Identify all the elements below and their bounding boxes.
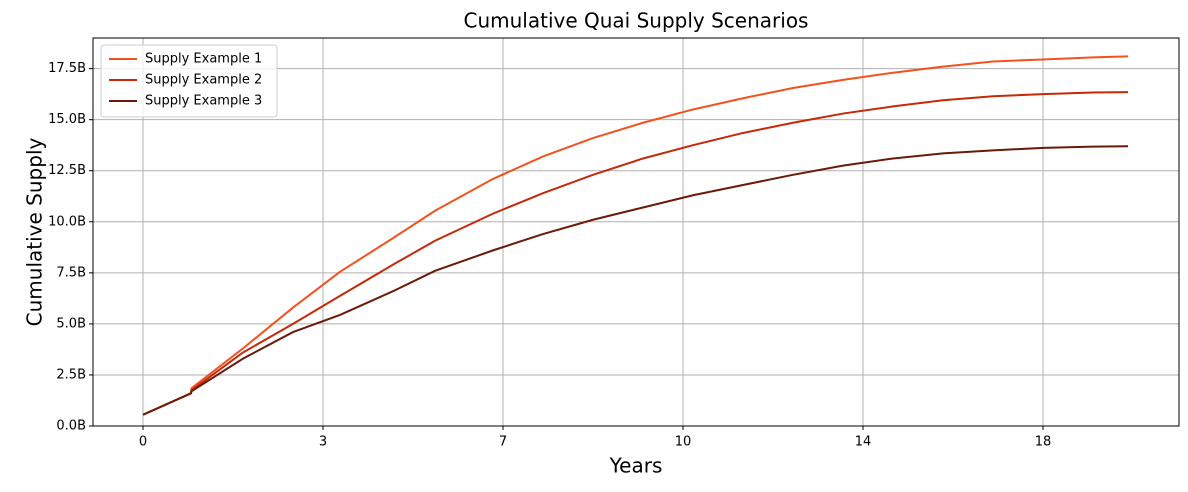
x-tick-label: 0 — [139, 435, 147, 450]
line-series — [142, 91, 1129, 416]
legend-label: Supply Example 2 — [145, 73, 262, 88]
legend-label: Supply Example 3 — [145, 94, 262, 109]
line-series — [142, 145, 1129, 416]
y-tick-label: 0.0B — [56, 419, 86, 434]
x-tick-label: 10 — [675, 435, 692, 450]
y-tick-label: 5.0B — [56, 316, 86, 331]
y-tick-label: 15.0B — [48, 112, 86, 127]
chart-title: Cumulative Quai Supply Scenarios — [464, 9, 809, 33]
y-axis-label: Cumulative Supply — [23, 138, 47, 327]
y-tick-label: 10.0B — [48, 214, 86, 229]
y-tick-label: 7.5B — [56, 265, 86, 280]
x-tick-label: 14 — [855, 435, 872, 450]
x-tick-label: 18 — [1035, 435, 1052, 450]
x-tick-label: 3 — [319, 435, 327, 450]
legend-label: Supply Example 1 — [145, 52, 262, 67]
y-tick-label: 17.5B — [48, 61, 86, 76]
line-series — [142, 55, 1129, 416]
x-tick-label: 7 — [499, 435, 507, 450]
legend-box — [100, 44, 278, 118]
x-axis-label: Years — [609, 454, 663, 478]
plot-frame — [92, 37, 1180, 427]
y-tick-label: 2.5B — [56, 367, 86, 382]
y-tick-label: 12.5B — [48, 163, 86, 178]
